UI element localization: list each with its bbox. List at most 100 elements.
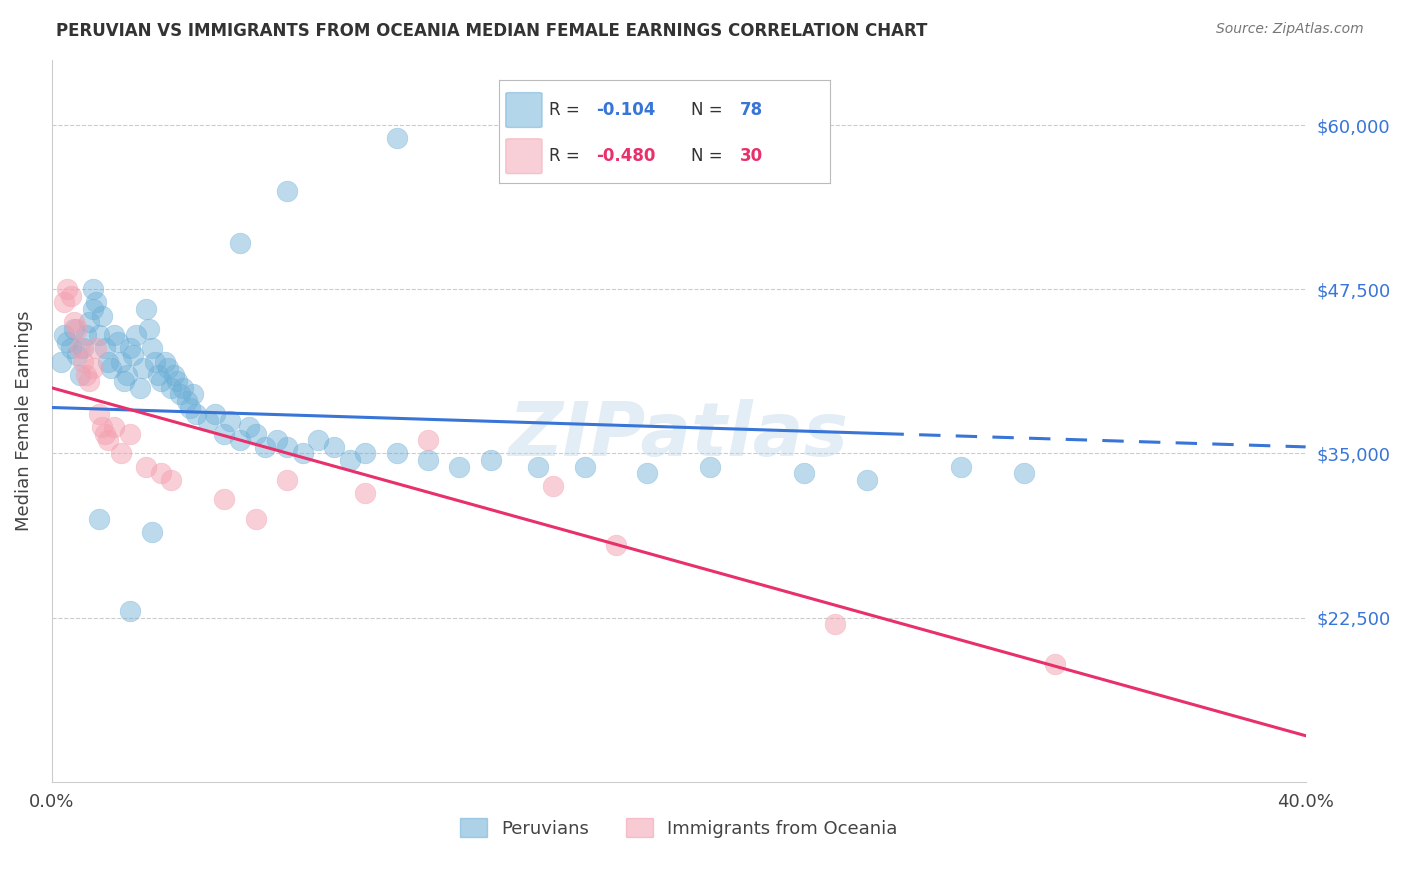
- Text: Source: ZipAtlas.com: Source: ZipAtlas.com: [1216, 22, 1364, 37]
- Point: [115, 368, 138, 382]
- Point: [87, 512, 110, 526]
- Point: [160, 381, 183, 395]
- Point: [141, 525, 163, 540]
- Point: [56, 334, 79, 349]
- Legend: Peruvians, Immigrants from Oceania: Peruvians, Immigrants from Oceania: [453, 811, 904, 845]
- Text: PERUVIAN VS IMMIGRANTS FROM OCEANIA MEDIAN FEMALE EARNINGS CORRELATION CHART: PERUVIAN VS IMMIGRANTS FROM OCEANIA MEDI…: [56, 22, 928, 40]
- Point: [103, 420, 125, 434]
- Text: -0.104: -0.104: [596, 101, 657, 119]
- Point: [181, 387, 204, 401]
- Point: [107, 334, 129, 349]
- Point: [79, 374, 101, 388]
- Point: [166, 374, 188, 388]
- Point: [120, 342, 142, 356]
- Point: [793, 466, 815, 480]
- Point: [184, 407, 207, 421]
- Point: [122, 348, 145, 362]
- Point: [69, 368, 91, 382]
- Point: [176, 393, 198, 408]
- Point: [385, 131, 408, 145]
- Point: [82, 282, 104, 296]
- Point: [197, 414, 219, 428]
- Point: [163, 368, 186, 382]
- Point: [59, 342, 82, 356]
- Point: [97, 354, 120, 368]
- Point: [110, 446, 132, 460]
- Point: [172, 381, 194, 395]
- Point: [53, 295, 76, 310]
- Point: [526, 459, 548, 474]
- Point: [354, 446, 377, 460]
- Point: [238, 420, 260, 434]
- Point: [219, 414, 242, 428]
- Point: [204, 407, 226, 421]
- Point: [699, 459, 721, 474]
- Point: [416, 453, 439, 467]
- Point: [574, 459, 596, 474]
- Point: [1012, 466, 1035, 480]
- Point: [949, 459, 972, 474]
- Point: [72, 342, 94, 356]
- Point: [1043, 657, 1066, 671]
- Point: [82, 301, 104, 316]
- Point: [90, 309, 112, 323]
- Point: [229, 236, 252, 251]
- Point: [416, 434, 439, 448]
- Text: N =: N =: [690, 101, 728, 119]
- Point: [245, 426, 267, 441]
- Point: [385, 446, 408, 460]
- Point: [291, 446, 314, 460]
- Point: [253, 440, 276, 454]
- Point: [66, 348, 89, 362]
- Point: [212, 426, 235, 441]
- Point: [69, 342, 91, 356]
- Text: 30: 30: [741, 147, 763, 165]
- Point: [150, 374, 173, 388]
- Point: [156, 361, 179, 376]
- Point: [110, 354, 132, 368]
- Text: R =: R =: [548, 101, 585, 119]
- FancyBboxPatch shape: [506, 139, 543, 174]
- Point: [855, 473, 877, 487]
- Point: [75, 368, 97, 382]
- Point: [169, 387, 191, 401]
- Point: [449, 459, 471, 474]
- Point: [94, 426, 117, 441]
- Point: [128, 381, 150, 395]
- Point: [79, 315, 101, 329]
- Point: [153, 354, 176, 368]
- Point: [84, 342, 107, 356]
- Point: [543, 479, 565, 493]
- Point: [824, 617, 846, 632]
- Text: R =: R =: [548, 147, 585, 165]
- Point: [66, 322, 89, 336]
- Point: [87, 407, 110, 421]
- Point: [90, 420, 112, 434]
- Point: [125, 328, 148, 343]
- Point: [339, 453, 361, 467]
- Point: [75, 328, 97, 343]
- Point: [97, 434, 120, 448]
- Point: [141, 342, 163, 356]
- Point: [150, 466, 173, 480]
- Point: [87, 328, 110, 343]
- Point: [94, 342, 117, 356]
- Point: [179, 401, 201, 415]
- Point: [138, 322, 160, 336]
- Point: [53, 328, 76, 343]
- Point: [229, 434, 252, 448]
- Text: 78: 78: [741, 101, 763, 119]
- Point: [120, 604, 142, 618]
- Point: [62, 315, 84, 329]
- Point: [100, 361, 122, 376]
- Point: [59, 289, 82, 303]
- Point: [354, 486, 377, 500]
- Point: [143, 354, 166, 368]
- Point: [84, 295, 107, 310]
- Point: [131, 361, 153, 376]
- Y-axis label: Median Female Earnings: Median Female Earnings: [15, 310, 32, 531]
- Point: [160, 473, 183, 487]
- Point: [307, 434, 329, 448]
- Point: [82, 361, 104, 376]
- Point: [276, 473, 298, 487]
